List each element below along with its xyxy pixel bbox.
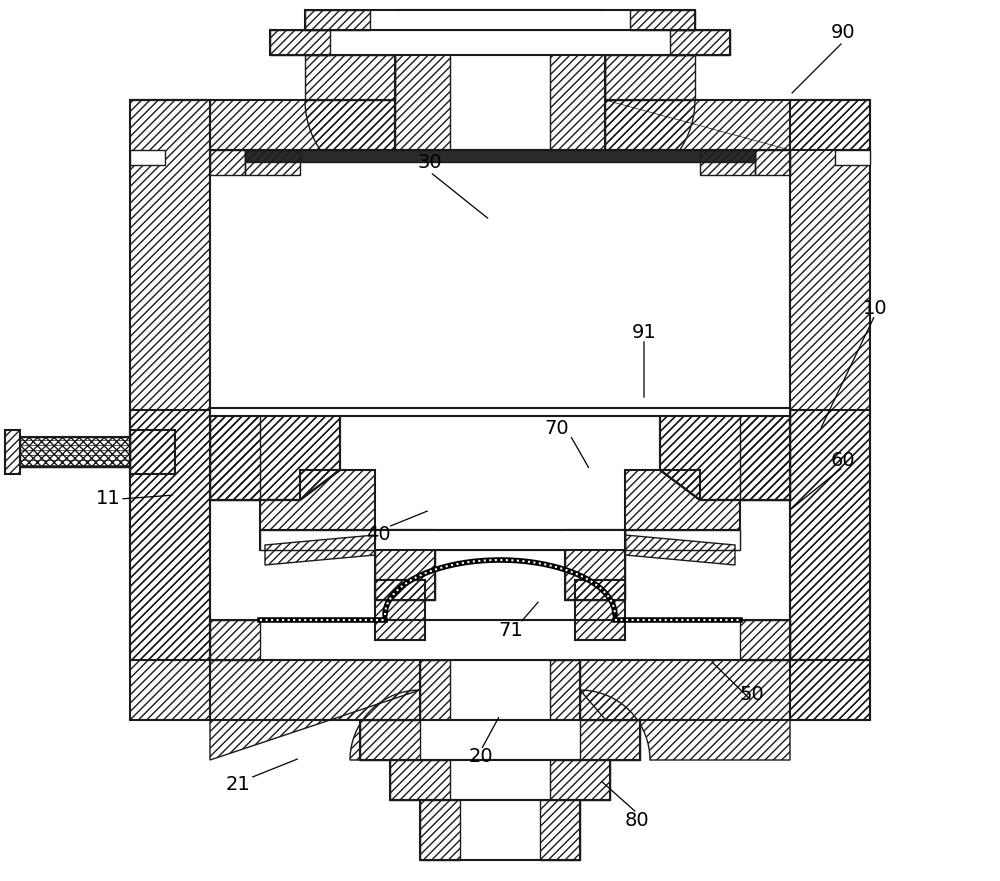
- Text: 80: 80: [625, 811, 649, 830]
- Polygon shape: [390, 760, 610, 800]
- Text: 91: 91: [632, 322, 656, 342]
- Bar: [210, 162, 790, 410]
- Bar: [625, 530, 740, 550]
- Text: 40: 40: [366, 524, 390, 544]
- Bar: [245, 150, 300, 175]
- Text: 90: 90: [831, 23, 855, 41]
- Bar: [375, 530, 435, 600]
- Bar: [260, 530, 375, 550]
- Text: 21: 21: [226, 775, 250, 795]
- Polygon shape: [835, 150, 870, 165]
- Polygon shape: [305, 10, 695, 30]
- Text: 71: 71: [499, 620, 523, 640]
- Text: 70: 70: [545, 418, 569, 438]
- Bar: [245, 150, 755, 162]
- Bar: [210, 620, 260, 660]
- Bar: [700, 150, 755, 175]
- Text: 30: 30: [418, 153, 442, 173]
- Bar: [575, 580, 625, 640]
- Text: 20: 20: [469, 747, 493, 766]
- Bar: [740, 620, 790, 660]
- Text: 60: 60: [831, 450, 855, 470]
- Bar: [210, 620, 790, 660]
- Bar: [210, 408, 790, 416]
- Bar: [420, 660, 580, 780]
- Bar: [565, 530, 625, 600]
- Bar: [210, 150, 790, 410]
- Bar: [20, 437, 130, 467]
- Text: 50: 50: [740, 685, 764, 704]
- Bar: [375, 580, 425, 640]
- Bar: [420, 660, 450, 780]
- Bar: [565, 530, 625, 600]
- Bar: [375, 530, 435, 600]
- Polygon shape: [420, 800, 580, 860]
- Polygon shape: [130, 150, 165, 165]
- Bar: [375, 530, 625, 550]
- Polygon shape: [395, 10, 605, 150]
- Bar: [260, 530, 740, 550]
- Text: 11: 11: [96, 490, 120, 508]
- Polygon shape: [270, 30, 730, 55]
- Bar: [550, 660, 580, 780]
- Polygon shape: [360, 720, 640, 760]
- Text: 10: 10: [863, 299, 887, 317]
